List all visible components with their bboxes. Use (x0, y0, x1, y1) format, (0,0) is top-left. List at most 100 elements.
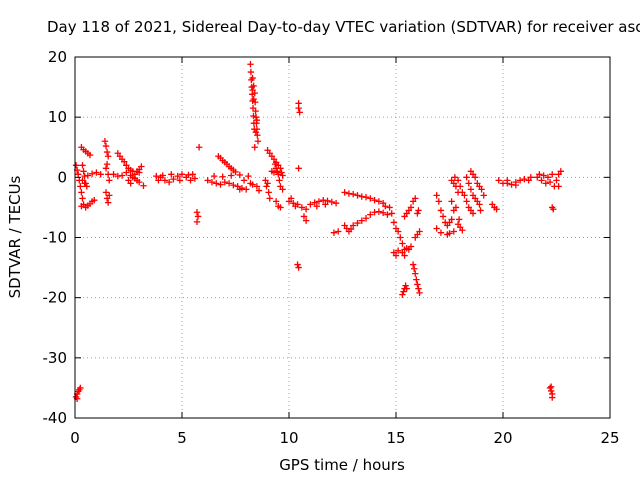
data-point (252, 129, 260, 136)
data-point (265, 189, 272, 196)
data-point (245, 172, 252, 180)
data-point (254, 138, 262, 145)
data-point (307, 201, 314, 208)
data-point (204, 177, 211, 184)
data-point (275, 171, 282, 178)
data-point (104, 153, 112, 160)
x-tick-label: 5 (177, 429, 187, 447)
data-point (75, 171, 82, 178)
data-point (97, 171, 104, 178)
data-point (266, 195, 273, 202)
data-point (276, 177, 283, 184)
data-point (178, 171, 186, 178)
data-point (313, 203, 321, 210)
data-point (298, 204, 306, 211)
data-point (79, 195, 86, 202)
x-tick-label: 10 (279, 429, 298, 447)
data-point (538, 177, 545, 184)
data-point (106, 177, 113, 184)
data-point (414, 281, 421, 288)
data-point (232, 168, 239, 176)
data-point (384, 211, 391, 218)
data-point (386, 204, 393, 211)
data-point (101, 138, 109, 145)
data-point (123, 169, 130, 176)
y-tick-label: 20 (48, 48, 67, 66)
data-point (414, 210, 421, 217)
data-point (388, 210, 395, 217)
data-point (80, 168, 87, 175)
data-point (433, 192, 440, 199)
data-point (379, 209, 387, 217)
data-points (72, 61, 564, 402)
data-point (412, 195, 419, 202)
data-point (392, 252, 400, 259)
data-point (399, 291, 406, 298)
data-point (213, 180, 220, 187)
data-point (250, 82, 257, 90)
data-point (480, 192, 487, 199)
data-point (193, 218, 201, 226)
data-point (407, 204, 415, 211)
data-point (252, 107, 259, 115)
y-tick-label: 0 (57, 168, 67, 186)
data-point (278, 169, 285, 176)
data-point (250, 95, 257, 103)
data-point (254, 132, 261, 139)
data-point (165, 178, 173, 186)
data-point (332, 200, 340, 207)
data-point (77, 183, 84, 190)
data-point (536, 171, 543, 178)
data-point (542, 180, 549, 187)
data-point (516, 177, 524, 184)
data-point (465, 180, 472, 187)
data-point (437, 229, 445, 236)
data-point (277, 204, 284, 211)
data-point (477, 207, 484, 214)
data-point (413, 276, 420, 283)
data-point (546, 178, 554, 186)
data-point (410, 265, 418, 272)
data-point (168, 171, 175, 178)
data-point (217, 181, 224, 188)
data-point (409, 261, 417, 268)
data-point (161, 177, 169, 184)
data-point (174, 172, 181, 180)
data-point (153, 172, 160, 180)
data-point (555, 183, 562, 190)
data-point (546, 384, 554, 392)
data-point (136, 169, 143, 176)
data-point (463, 198, 470, 205)
data-point (253, 126, 261, 133)
data-point (463, 174, 470, 181)
data-point (375, 198, 383, 205)
data-point (110, 171, 117, 178)
data-point (362, 215, 370, 222)
data-point (236, 171, 243, 179)
data-point (272, 198, 280, 205)
data-point (72, 162, 80, 169)
data-point (249, 74, 256, 82)
data-point (397, 234, 404, 241)
data-point (79, 162, 86, 169)
data-point (375, 208, 383, 215)
data-point (350, 190, 357, 198)
data-point (435, 198, 442, 205)
data-point (104, 171, 112, 178)
data-point (328, 198, 335, 206)
data-point (367, 195, 374, 202)
data-point (104, 199, 112, 206)
data-point (249, 86, 256, 94)
data-point (84, 172, 92, 179)
x-tick-label: 25 (600, 429, 619, 447)
x-axis-ticks: 0 5 10 15 20 25 (70, 57, 620, 447)
data-point (300, 213, 308, 220)
data-point (277, 165, 284, 172)
data-point (88, 170, 96, 177)
data-point (140, 182, 147, 189)
data-point (540, 172, 547, 179)
data-point (437, 207, 445, 214)
data-point (274, 168, 281, 175)
data-point (292, 203, 299, 210)
